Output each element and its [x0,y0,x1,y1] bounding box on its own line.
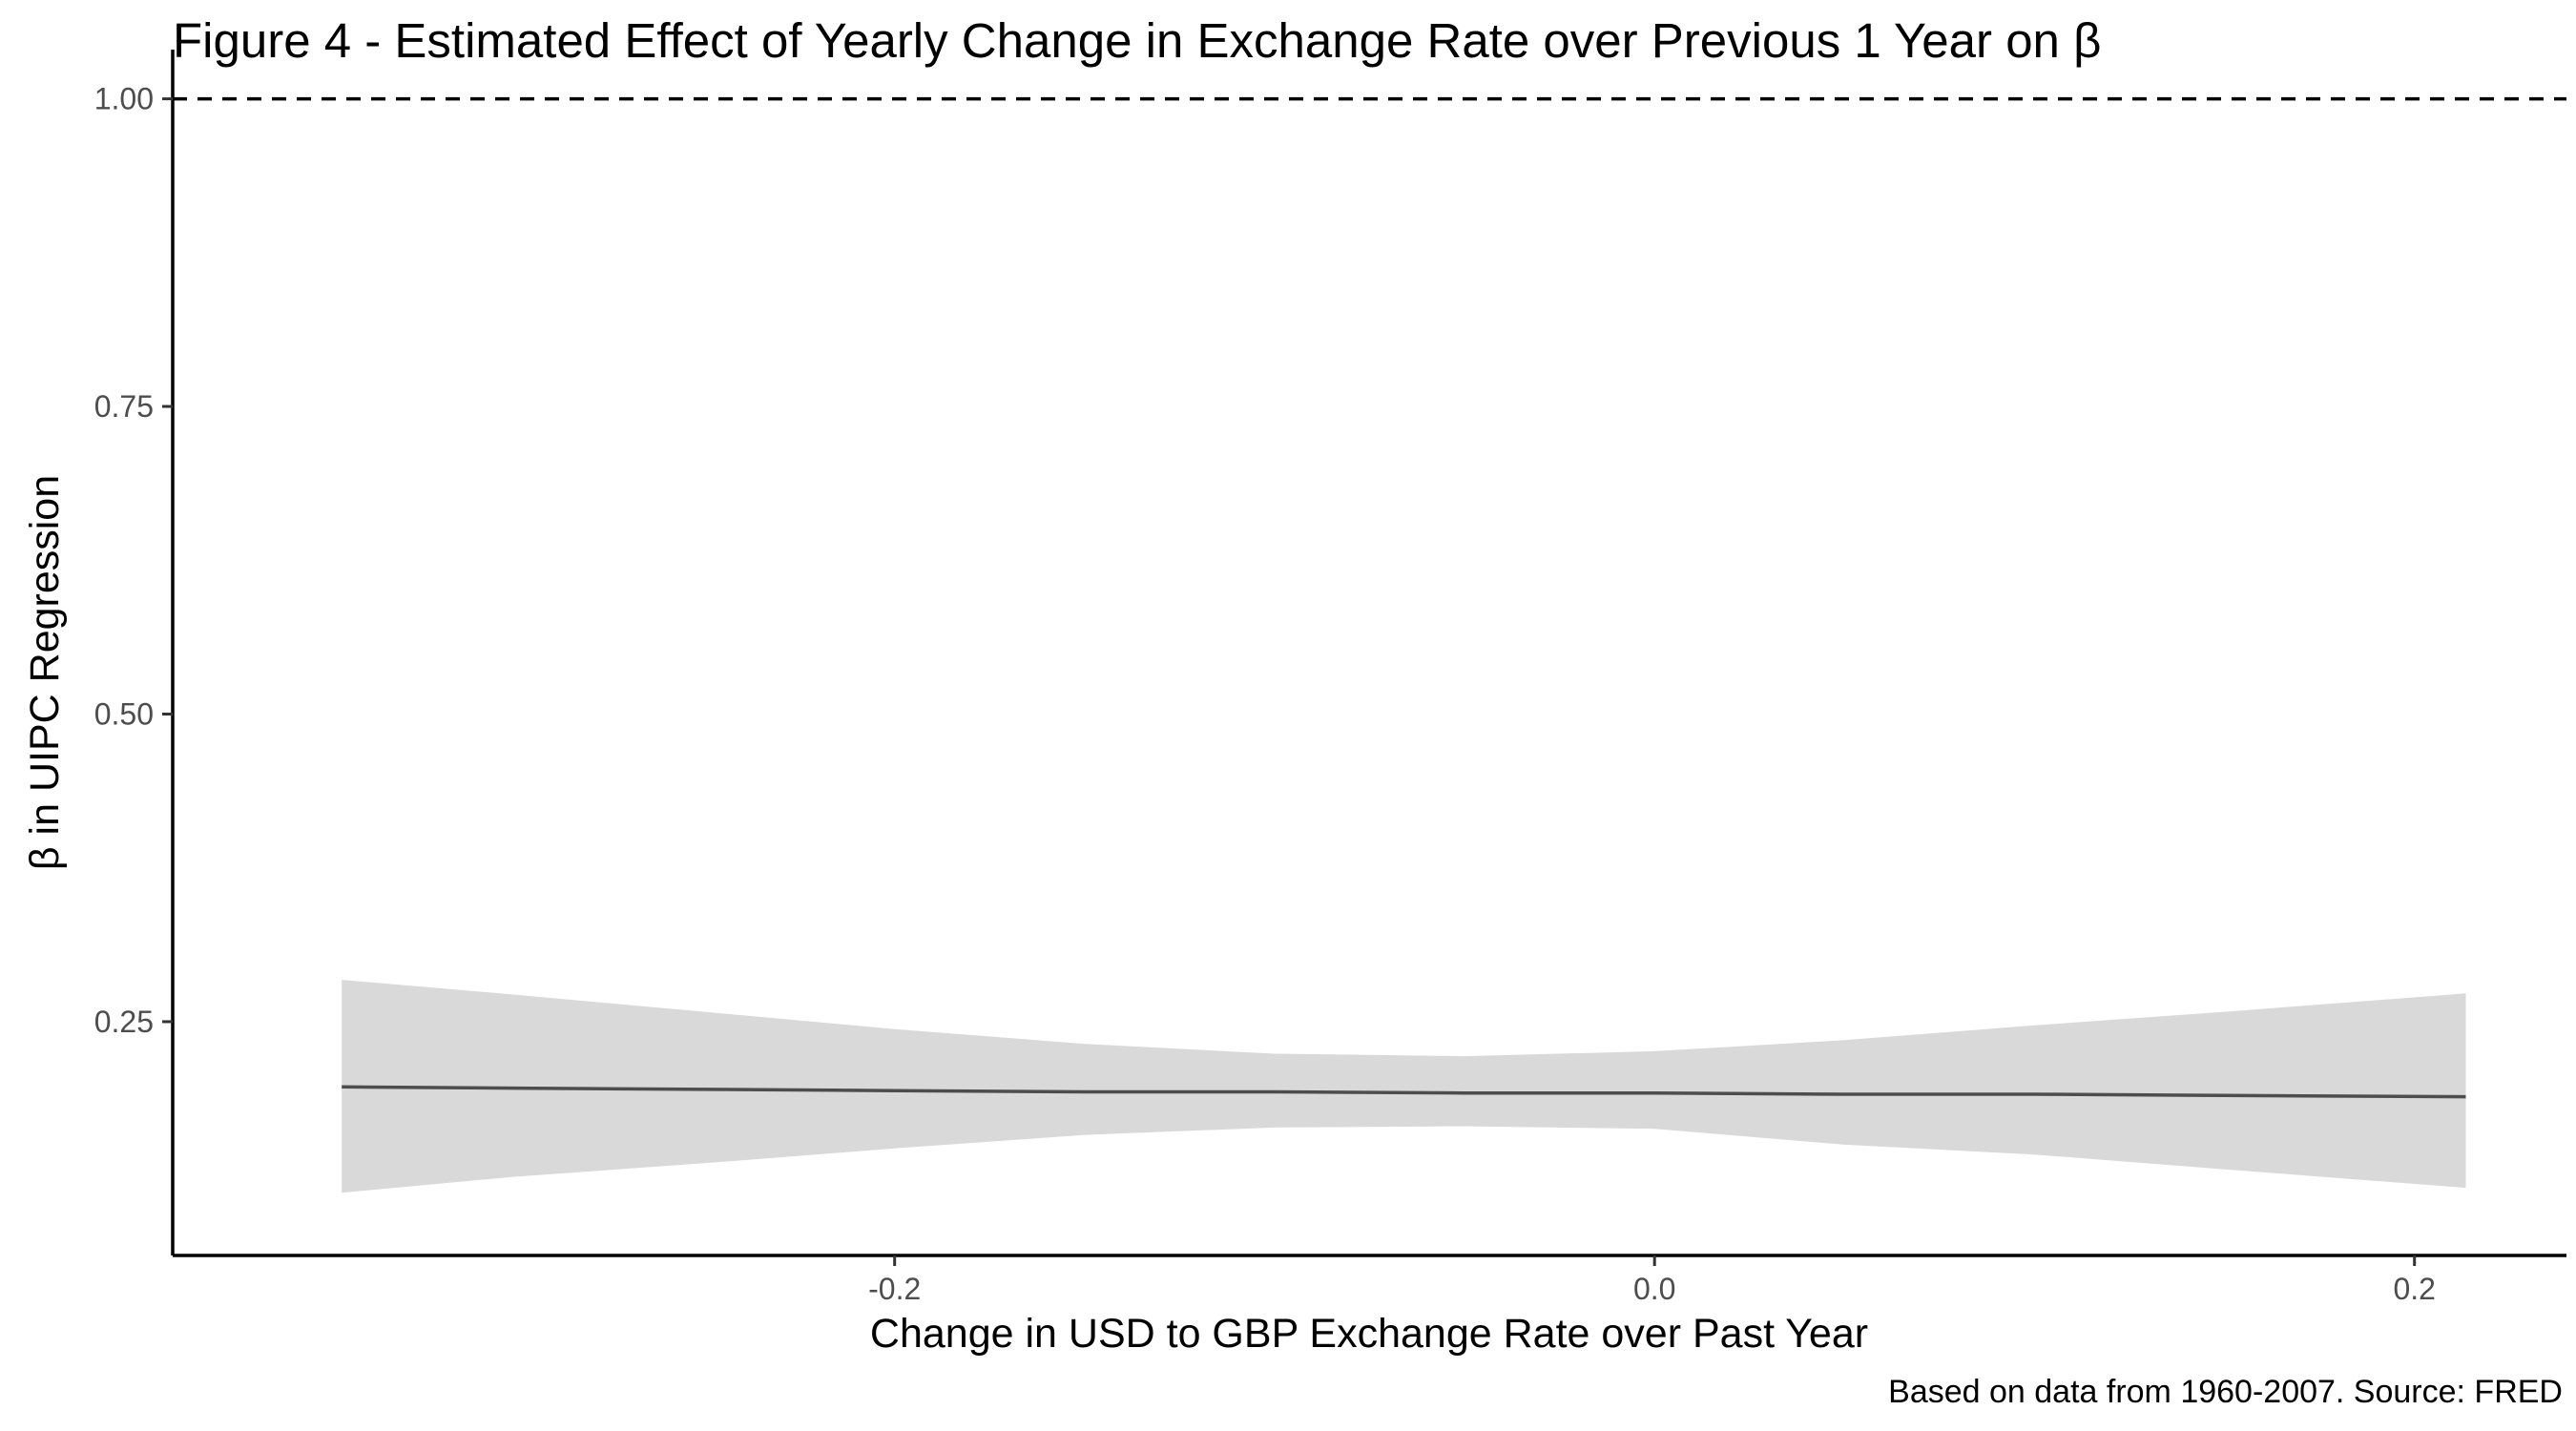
x-axis-ticks: -0.2 0.0 0.2 [868,1255,2436,1306]
y-tick-label: 1.00 [94,82,154,116]
y-axis-title: β in UIPC Regression [22,475,68,870]
chart-title: Figure 4 - Estimated Effect of Yearly Ch… [173,13,2101,68]
x-tick-label: 0.0 [1633,1272,1675,1306]
x-axis-title: Change in USD to GBP Exchange Rate over … [870,1311,1868,1357]
y-tick-label: 0.50 [94,696,154,731]
confidence-band [342,980,2466,1193]
y-tick-label: 0.25 [94,1005,154,1039]
x-tick-label: 0.2 [2393,1272,2435,1306]
y-tick-label: 0.75 [94,389,154,424]
x-tick-label: -0.2 [868,1272,921,1306]
fit-line [342,1085,2466,1099]
chart-caption: Based on data from 1960-2007. Source: FR… [1888,1374,2563,1410]
plot-area [173,96,2566,1193]
y-axis-ticks: 0.25 0.50 0.75 1.00 [94,82,173,1039]
